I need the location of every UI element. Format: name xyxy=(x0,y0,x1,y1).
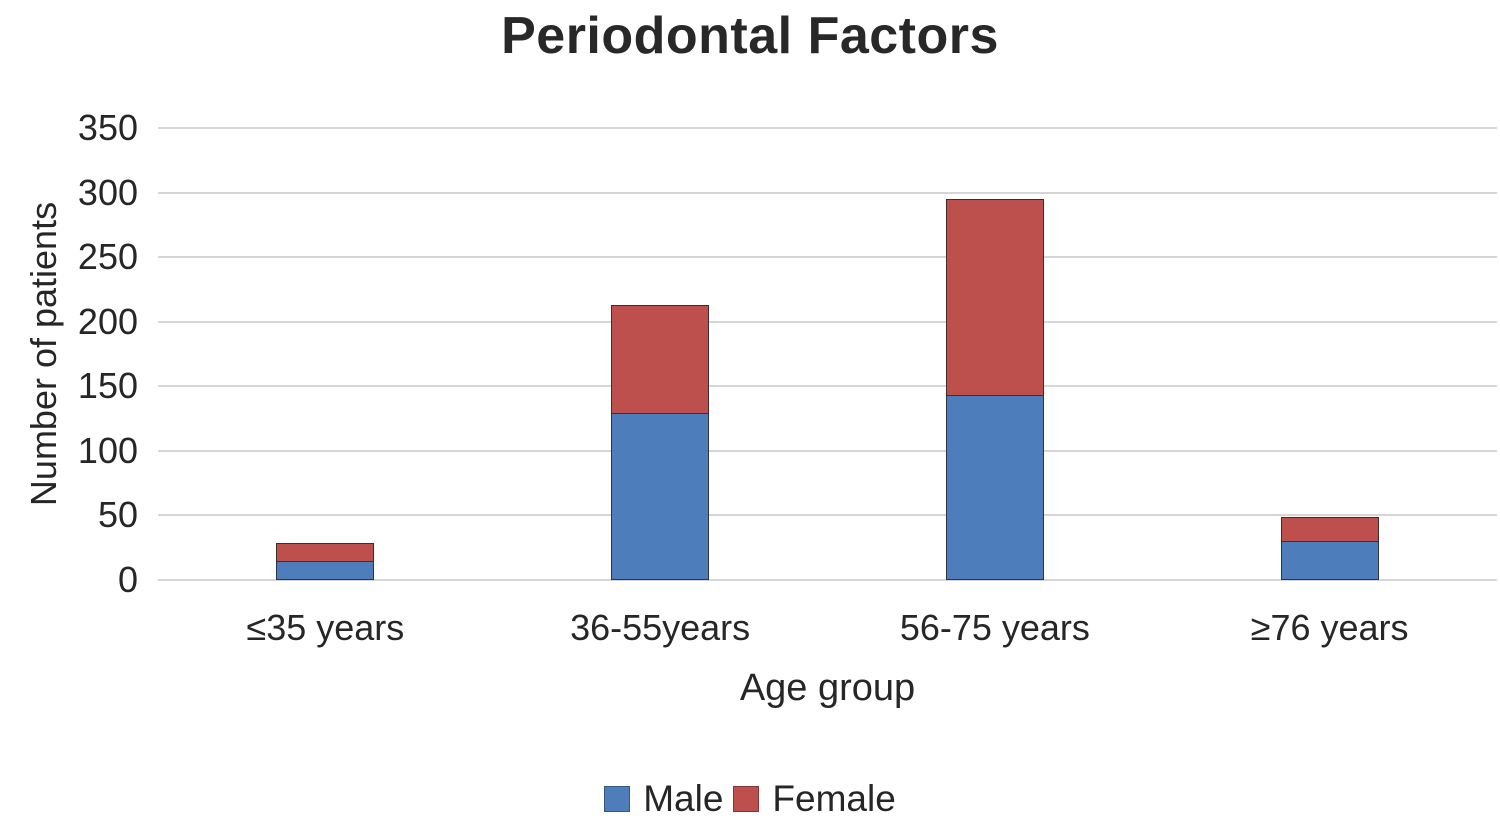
gridline xyxy=(158,256,1497,259)
x-tick-label: ≤35 years xyxy=(246,607,405,648)
bar-segment-male xyxy=(611,413,710,580)
bar-segment-male xyxy=(945,395,1044,580)
legend-item-male: Male xyxy=(604,779,723,819)
legend-label-male: Male xyxy=(643,778,724,819)
chart-title: Periodontal Factors xyxy=(501,7,999,65)
x-tick-label: 56-75 years xyxy=(899,607,1090,648)
bar-segment-female xyxy=(945,199,1044,396)
y-tick-label: 150 xyxy=(77,365,138,407)
gridline xyxy=(158,127,1497,129)
gridline xyxy=(158,385,1497,388)
gridline xyxy=(158,579,1497,581)
bar-segment-female xyxy=(611,304,710,414)
gridline xyxy=(158,191,1497,194)
gridline xyxy=(158,320,1497,323)
gridline xyxy=(158,449,1497,452)
x-tick-label: 36-55years xyxy=(570,607,751,648)
x-tick-label: ≥76 years xyxy=(1250,607,1409,648)
y-tick-label: 350 xyxy=(77,107,138,148)
y-tick-label: 50 xyxy=(97,494,138,536)
legend-label-female: Female xyxy=(772,778,896,819)
bar-segment-female xyxy=(276,542,375,561)
x-axis-title: Age group xyxy=(739,667,916,709)
legend: Male Female xyxy=(0,779,1500,819)
y-tick-label: 250 xyxy=(77,236,138,278)
bar-segment-male xyxy=(276,560,375,580)
y-tick-label: 0 xyxy=(117,559,138,600)
bar-segment-female xyxy=(1280,516,1379,542)
legend-swatch-female-icon xyxy=(733,786,760,812)
y-tick-label: 300 xyxy=(77,171,138,213)
legend-swatch-male-icon xyxy=(604,786,631,812)
y-tick-label: 100 xyxy=(77,429,138,471)
y-axis-title: Number of patients xyxy=(23,201,64,507)
gridline xyxy=(158,514,1497,517)
legend-item-female: Female xyxy=(733,778,896,819)
bar-segment-male xyxy=(1280,541,1379,580)
plot-area xyxy=(158,127,1497,581)
y-tick-label: 200 xyxy=(77,300,138,342)
